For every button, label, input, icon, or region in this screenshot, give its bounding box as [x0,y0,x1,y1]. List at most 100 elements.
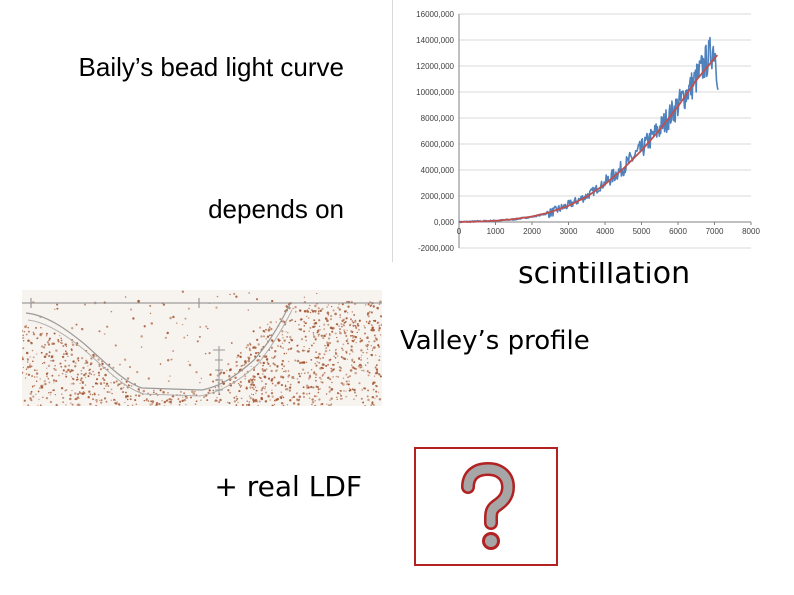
limb-dot [255,389,257,392]
limb-dot [249,386,252,389]
limb-dot [351,346,353,348]
limb-dot [196,340,199,343]
limb-dot [250,378,254,382]
limb-dot [373,346,376,349]
real-ldf-label: + real LDF [214,470,362,503]
limb-dot [37,390,40,393]
limb-dot [370,328,373,332]
limb-dot [215,306,218,309]
limb-dot [83,373,86,377]
limb-dot [358,382,361,385]
limb-dot [34,326,38,329]
limb-dot [352,340,355,343]
limb-dot [366,312,370,315]
limb-dot [233,400,237,403]
limb-dot [298,309,302,312]
limb-dot [289,338,292,341]
limb-dot [308,347,310,350]
limb-dot [322,373,325,376]
limb-dot [263,331,266,333]
limb-dot [36,369,38,372]
limb-dot [366,343,369,347]
limb-dot [134,399,137,402]
limb-dot [302,386,305,389]
valley-profile-label: Valley’s profile [400,326,590,356]
limb-dot [30,341,33,345]
limb-dot [316,329,320,333]
limb-dot [260,335,263,338]
limb-dot [195,400,198,403]
limb-dot [110,382,112,384]
limb-dot [298,395,302,398]
limb-dot [209,373,212,376]
limb-dot [282,376,284,379]
limb-dot [31,365,33,367]
limb-dot [166,358,170,362]
limb-dot [373,381,376,384]
limb-dot [302,361,306,364]
limb-dot [244,360,247,363]
limb-dot [283,365,286,368]
limb-dot [249,353,252,356]
limb-dot [65,375,68,378]
limb-dot [27,373,31,376]
limb-dot [316,292,318,295]
limb-dot [296,378,299,380]
limb-dot [360,366,363,369]
limb-dot [167,398,169,401]
limb-dot [318,361,321,364]
limb-dot [313,322,316,325]
limb-dot [362,401,365,404]
limb-dot [341,347,343,350]
limb-dot [325,364,328,367]
limb-dot [367,315,370,318]
limb-dot [283,352,286,355]
limb-dot [252,399,256,402]
limb-dot [126,377,130,380]
limb-dot [31,375,34,378]
limb-dot [370,311,373,314]
limb-dot [26,365,30,369]
limb-dot [319,367,322,370]
limb-dot [29,364,31,367]
limb-dot [249,343,252,346]
limb-dot [360,339,363,342]
limb-dot [236,397,239,400]
limb-dot [342,343,345,346]
limb-dot [281,330,284,333]
limb-dot [64,343,67,346]
limb-dot [41,332,44,335]
limb-dot [270,327,273,331]
limb-dot [273,363,276,366]
limb-dot [80,369,83,372]
limb-dot [327,304,329,306]
limb-dot [271,404,274,407]
limb-dot [320,381,322,383]
limb-dot [334,332,337,335]
limb-dot [328,390,331,393]
limb-dot [353,388,356,392]
limb-dot [81,357,84,360]
limb-dot [84,303,86,306]
limb-dot [272,362,275,365]
limb-dot [303,321,305,323]
limb-dot [281,359,285,363]
limb-dot [60,339,63,342]
limb-dot [364,344,367,347]
limb-dot [92,370,94,373]
limb-dot [328,337,331,340]
limb-dot [310,385,313,389]
limb-dot [260,389,263,392]
limb-dot [51,374,54,377]
limb-dot [81,380,84,384]
limb-dot [29,397,32,400]
limb-dot [149,304,152,307]
limb-dot [54,308,56,310]
y-tick-label: 4000,000 [421,166,455,175]
y-tick-label: -2000,000 [418,244,455,253]
limb-dot [294,320,297,323]
limb-dot [76,373,79,376]
limb-dot [270,392,274,395]
limb-dot [248,356,251,359]
limb-dot [55,379,58,383]
